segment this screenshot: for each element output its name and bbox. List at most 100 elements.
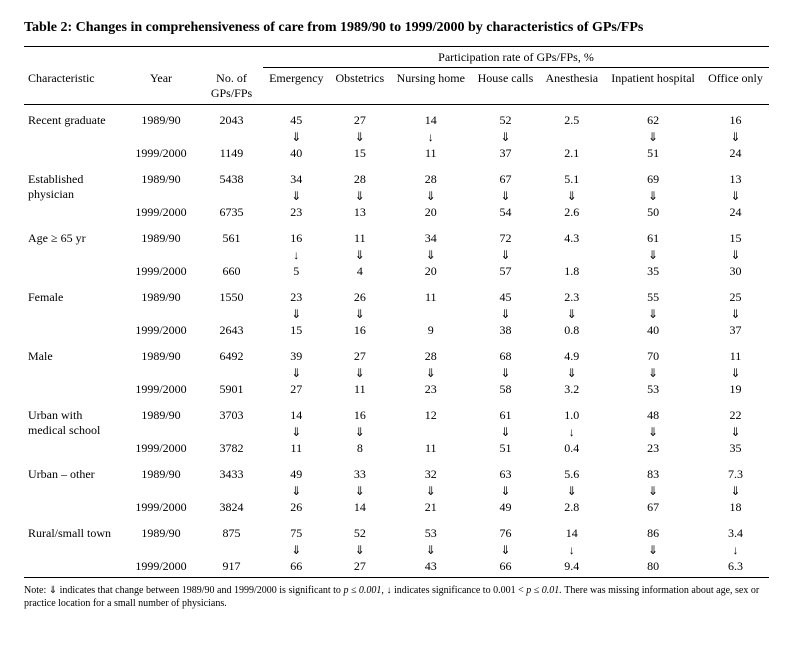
arrow-row: ⇓⇓⇓⇓⇓⇓⇓ — [24, 190, 769, 202]
cell: 24 — [702, 202, 769, 223]
cell: 0.4 — [539, 438, 604, 459]
cell: 3.2 — [539, 379, 604, 400]
col-n: No. of GPs/FPs — [200, 68, 263, 105]
cell: 62 — [604, 104, 702, 131]
table-row: Established physician1989/90543834282867… — [24, 164, 769, 190]
cell: 3703 — [200, 400, 263, 426]
arrow-cell: ⇓ — [472, 544, 540, 556]
cell: 3.4 — [702, 518, 769, 544]
arrow-cell: ⇓ — [604, 485, 702, 497]
row-label: Female — [24, 282, 122, 341]
arrow-row: ⇓⇓⇓⇓⇓⇓⇓ — [24, 367, 769, 379]
col-emergency: Emergency — [263, 68, 330, 105]
cell: 58 — [472, 379, 540, 400]
cell: 21 — [390, 497, 471, 518]
arrow-row: ⇓⇓⇓⇓⇓⇓⇓ — [24, 485, 769, 497]
cell: 61 — [604, 223, 702, 249]
arrow-row: ⇓⇓⇓⇓↓⇓↓ — [24, 544, 769, 556]
arrow-cell: ⇓ — [604, 544, 702, 556]
cell: 1550 — [200, 282, 263, 308]
cell: 35 — [604, 261, 702, 282]
cell: 2043 — [200, 104, 263, 131]
cell: 15 — [330, 143, 390, 164]
cell: 1999/2000 — [122, 438, 200, 459]
cell: 1989/90 — [122, 400, 200, 426]
cell: 70 — [604, 341, 702, 367]
cell: 57 — [472, 261, 540, 282]
arrow-cell: ⇓ — [472, 367, 540, 379]
arrow-cell: ↓ — [539, 426, 604, 438]
cell: 63 — [472, 459, 540, 485]
arrow-cell: ⇓ — [702, 249, 769, 261]
cell: 11 — [330, 223, 390, 249]
cell: 45 — [472, 282, 540, 308]
cell: 43 — [390, 556, 471, 578]
arrow-cell: ⇓ — [390, 249, 471, 261]
arrow-cell: ⇓ — [539, 367, 604, 379]
cell: 24 — [702, 143, 769, 164]
row-label: Established physician — [24, 164, 122, 223]
cell: 23 — [390, 379, 471, 400]
cell: 8 — [330, 438, 390, 459]
cell: 16 — [330, 400, 390, 426]
cell: 6492 — [200, 341, 263, 367]
cell: 2.6 — [539, 202, 604, 223]
cell: 27 — [330, 556, 390, 578]
arrow-row: ⇓⇓⇓⇓⇓⇓ — [24, 308, 769, 320]
col-obstetrics: Obstetrics — [330, 68, 390, 105]
cell: 27 — [330, 104, 390, 131]
cell: 52 — [472, 104, 540, 131]
cell: 67 — [472, 164, 540, 190]
arrow-cell: ⇓ — [604, 426, 702, 438]
cell: 23 — [263, 202, 330, 223]
cell: 1989/90 — [122, 223, 200, 249]
cell: 1989/90 — [122, 282, 200, 308]
cell: 2.8 — [539, 497, 604, 518]
arrow-cell — [390, 426, 471, 438]
cell: 40 — [604, 320, 702, 341]
cell: 33 — [330, 459, 390, 485]
col-anesthesia: Anesthesia — [539, 68, 604, 105]
cell: 39 — [263, 341, 330, 367]
cell: 1999/2000 — [122, 320, 200, 341]
cell: 34 — [263, 164, 330, 190]
col-house: House calls — [472, 68, 540, 105]
cell: 48 — [604, 400, 702, 426]
col-characteristic: Characteristic — [24, 68, 122, 105]
cell: 69 — [604, 164, 702, 190]
cell: 35 — [702, 438, 769, 459]
arrow-cell: ⇓ — [702, 190, 769, 202]
cell: 4.9 — [539, 341, 604, 367]
cell: 25 — [702, 282, 769, 308]
arrow-cell: ⇓ — [472, 308, 540, 320]
cell: 76 — [472, 518, 540, 544]
arrow-cell: ↓ — [263, 249, 330, 261]
cell: 28 — [390, 341, 471, 367]
col-nursing: Nursing home — [390, 68, 471, 105]
cell: 54 — [472, 202, 540, 223]
arrow-cell — [539, 131, 604, 143]
spanner-header: Participation rate of GPs/FPs, % — [263, 47, 769, 68]
cell: 4 — [330, 261, 390, 282]
cell: 1999/2000 — [122, 497, 200, 518]
cell: 917 — [200, 556, 263, 578]
table-row: 1999/20006735231320542.65024 — [24, 202, 769, 223]
cell: 3824 — [200, 497, 263, 518]
cell: 15 — [263, 320, 330, 341]
arrow-cell: ↓ — [539, 544, 604, 556]
arrow-cell — [539, 249, 604, 261]
cell: 28 — [330, 164, 390, 190]
table-row: 1999/20005901271123583.25319 — [24, 379, 769, 400]
cell: 6.3 — [702, 556, 769, 578]
cell: 12 — [390, 400, 471, 426]
arrow-cell: ⇓ — [330, 249, 390, 261]
data-table: Participation rate of GPs/FPs, % Charact… — [24, 46, 769, 578]
table-row: Urban – other1989/903433493332635.6837.3 — [24, 459, 769, 485]
cell: 3782 — [200, 438, 263, 459]
cell: 1989/90 — [122, 164, 200, 190]
cell: 1999/2000 — [122, 556, 200, 578]
cell: 4.3 — [539, 223, 604, 249]
cell: 3433 — [200, 459, 263, 485]
cell: 52 — [330, 518, 390, 544]
cell: 61 — [472, 400, 540, 426]
